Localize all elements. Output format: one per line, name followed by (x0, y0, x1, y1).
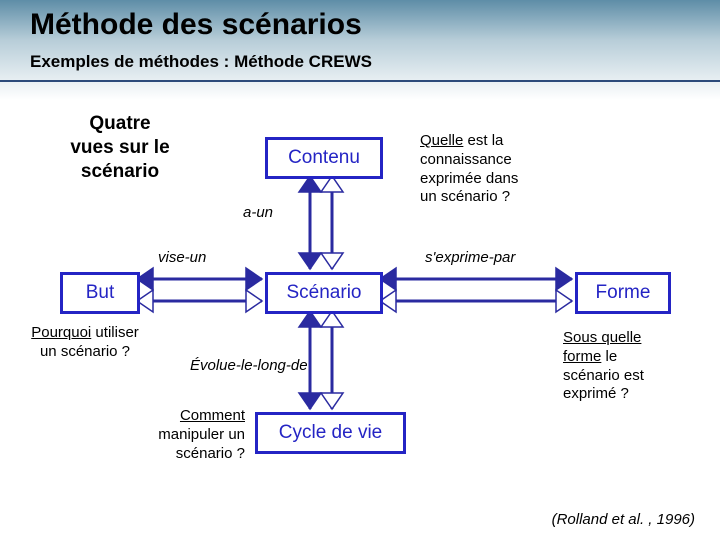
node-but: But (60, 272, 140, 314)
question-contenu: Quelle est laconnaissanceexprimée dansun… (420, 132, 518, 207)
intro-l1: Quatre (89, 113, 150, 134)
intro-text: Quatre vues sur le scénario (45, 112, 195, 183)
node-forme: Forme (575, 272, 671, 314)
node-scenario: Scénario (265, 272, 383, 314)
question-cycle: Commentmanipuler unscénario ? (125, 407, 245, 463)
diagram-stage: Quatre vues sur le scénario Contenu Scén… (0, 82, 720, 540)
edge-label-vise-un: vise-un (158, 249, 206, 266)
page-root: Méthode des scénarios Exemples de méthod… (0, 0, 720, 540)
question-forme: Sous quelleforme lescénario estexprimé ? (563, 329, 644, 404)
edge-label-sexpr: s'exprime-par (425, 249, 515, 266)
node-cycle: Cycle de vie (255, 412, 406, 454)
page-subtitle: Exemples de méthodes : Méthode CREWS (30, 52, 372, 72)
question-but: Pourquoi utiliserun scénario ? (15, 324, 155, 362)
page-title: Méthode des scénarios (30, 8, 362, 42)
node-contenu: Contenu (265, 137, 383, 179)
edge-label-evolue: Évolue-le-long-de (190, 357, 308, 374)
intro-l2: vues sur le (70, 137, 169, 158)
citation: (Rolland et al. , 1996) (552, 511, 695, 528)
edge-label-a-un: a-un (243, 204, 273, 221)
intro-l3: scénario (81, 161, 159, 182)
